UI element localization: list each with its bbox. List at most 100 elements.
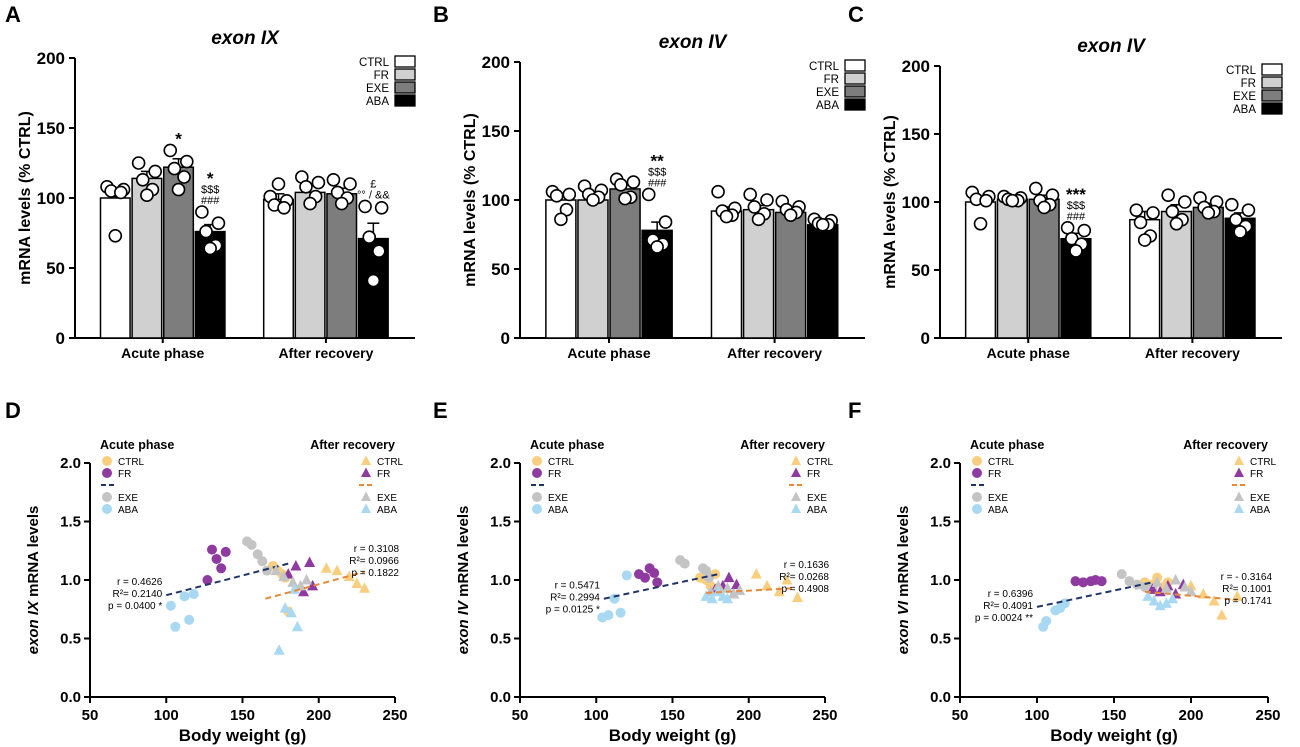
y-tick-label: 1.5: [490, 514, 511, 531]
legend-marker: [361, 455, 371, 465]
point-exe: [679, 558, 690, 569]
data-point: [751, 212, 766, 227]
x-tick-label: 100: [584, 707, 609, 724]
significance-stars: ***: [1066, 185, 1086, 204]
bar-fr: [1160, 210, 1193, 339]
point-exe: [246, 539, 257, 550]
point-fr: [652, 577, 663, 588]
y-tick-label: 0: [501, 329, 510, 348]
y-axis-label: exon IV mRNA levels: [455, 506, 472, 655]
data-point: [108, 229, 123, 243]
data-point: [140, 188, 154, 202]
triangle-ctrl: [1208, 595, 1220, 606]
data-point: [211, 216, 226, 230]
x-tick-label: 200: [1178, 707, 1203, 724]
stat-text-recovery: r = 0.3108: [354, 544, 400, 555]
bar-fr: [131, 177, 163, 339]
data-point: [747, 200, 762, 214]
data-point: [167, 161, 182, 176]
triangle-exe: [1151, 576, 1163, 587]
y-tick-label: 150: [482, 122, 510, 141]
legend-marker: [1234, 467, 1244, 477]
legend-title-recovery: After recovery: [1183, 438, 1268, 452]
legend-marker: [791, 455, 801, 465]
stat-text-acute: R²= 0.2994: [550, 593, 600, 604]
data-point: [1165, 204, 1180, 219]
legend-marker: [972, 456, 982, 466]
data-point: [979, 193, 993, 208]
y-tick-label: 0.0: [60, 689, 81, 706]
triangle-aba: [288, 583, 300, 594]
x-tick-label: 50: [82, 707, 99, 724]
triangle-ctrl: [320, 562, 332, 573]
triangle-exe: [270, 564, 282, 576]
triangle-aba: [721, 592, 733, 604]
y-tick-label: 0.5: [930, 631, 951, 648]
data-point: [783, 208, 798, 222]
regression-line: [705, 587, 795, 594]
legend-label: EXE: [377, 493, 397, 504]
legend-label: CTRL: [1226, 65, 1257, 77]
stat-text-acute: R²= 0.2140: [112, 589, 162, 600]
legend-marker: [1234, 455, 1244, 465]
legend-marker: [532, 468, 542, 478]
data-point: [626, 175, 641, 189]
y-tick-label: 0: [56, 329, 65, 348]
y-axis-label-rest: mRNA levels: [25, 506, 42, 601]
y-tick-label: 1.5: [930, 514, 951, 531]
triangle-fr: [304, 556, 316, 567]
triangle-aba: [291, 620, 303, 632]
legend-marker: [532, 492, 542, 502]
point-exe: [257, 556, 268, 567]
bar-exe: [1028, 198, 1060, 339]
data-point: [362, 230, 377, 244]
triangle-ctrl: [761, 579, 773, 591]
bar-fr: [294, 191, 326, 339]
legend-label: FR: [988, 469, 1001, 480]
data-point: [815, 218, 830, 232]
legend-label: FR: [548, 469, 561, 480]
y-tick-label: 50: [46, 259, 65, 278]
y-tick-label: 0: [921, 329, 930, 348]
x-tick-label: 100: [154, 707, 179, 724]
data-point: [1146, 206, 1160, 220]
legend-label: ABA: [807, 505, 827, 516]
bar-fr: [742, 208, 775, 339]
x-axis-label: Body weight (g): [609, 726, 736, 745]
legend-label: FR: [377, 469, 390, 480]
legend-title-acute: Acute phase: [530, 438, 604, 452]
triangle-aba: [1148, 595, 1160, 606]
data-point: [549, 189, 564, 203]
legend-marker: [361, 503, 371, 513]
legend-marker: [102, 492, 112, 502]
triangle-aba: [273, 644, 285, 655]
bar-ctrl: [262, 198, 295, 339]
y-tick-label: 0.5: [60, 631, 81, 648]
point-aba: [615, 607, 626, 618]
legend-swatch: [394, 55, 416, 68]
legend-label: ABA: [816, 100, 839, 112]
significance-marks: $$$: [201, 184, 219, 196]
y-tick-label: 1.0: [930, 572, 951, 589]
legend-marker: [1234, 491, 1244, 501]
y-axis-label: mRNA levels (% CTRL): [882, 115, 899, 289]
x-group-label: Acute phase: [567, 345, 650, 361]
point-aba: [170, 621, 181, 632]
data-point: [171, 182, 186, 197]
triangle-exe: [734, 584, 746, 596]
legend-marker: [791, 491, 801, 501]
point-fr: [207, 544, 217, 555]
triangle-exe: [1185, 585, 1197, 597]
data-point: [334, 196, 349, 211]
significance-marks: ###: [1067, 211, 1086, 223]
data-point: [195, 205, 209, 219]
y-tick-label: 1.0: [490, 572, 511, 589]
legend-swatch: [844, 59, 866, 72]
data-point: [614, 178, 628, 192]
x-tick-label: 150: [1101, 707, 1126, 724]
legend-label: EXE: [548, 493, 568, 504]
legend-marker: [791, 467, 801, 477]
legend-marker: [1234, 503, 1244, 513]
